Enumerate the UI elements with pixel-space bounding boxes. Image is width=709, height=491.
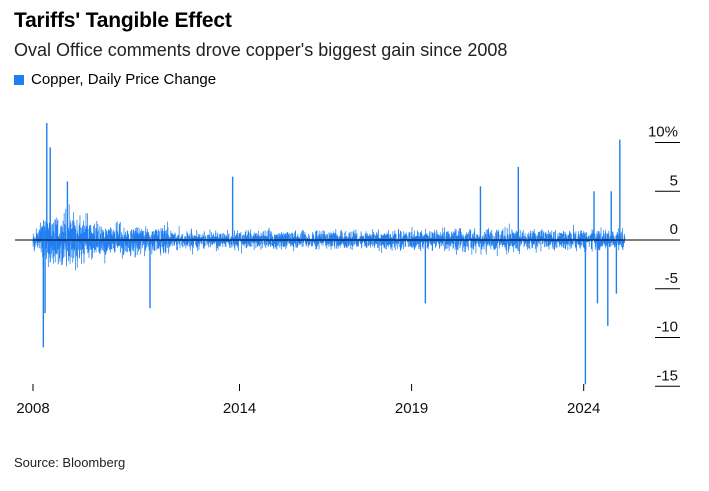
daily-change-bars (32, 204, 626, 271)
chart-title: Tariffs' Tangible Effect (14, 9, 232, 32)
chart-subtitle: Oval Office comments drove copper's bigg… (14, 40, 508, 60)
legend-label: Copper, Daily Price Change (31, 71, 217, 88)
y-tick-label: -15 (656, 367, 678, 384)
legend: Copper, Daily Price Change (14, 71, 216, 88)
legend-swatch (14, 74, 24, 85)
y-tick-label: -10 (656, 319, 678, 336)
y-tick-label: 5 (670, 172, 678, 189)
y-tick-label: 10% (648, 124, 678, 141)
x-tick-label: 2024 (567, 400, 600, 417)
x-tick-label: 2019 (395, 400, 428, 417)
x-tick-label: 2008 (16, 400, 49, 417)
x-axis: 2008 2014 2019 2024 (16, 384, 600, 417)
source-note: Source: Bloomberg (14, 455, 126, 470)
y-tick-label: 0 (670, 221, 678, 238)
y-axis: 10% 5 0 -5 -10 -15 (648, 124, 680, 387)
y-tick-label: -5 (665, 270, 678, 287)
bars-layer (15, 123, 680, 385)
x-tick-label: 2014 (223, 400, 256, 417)
